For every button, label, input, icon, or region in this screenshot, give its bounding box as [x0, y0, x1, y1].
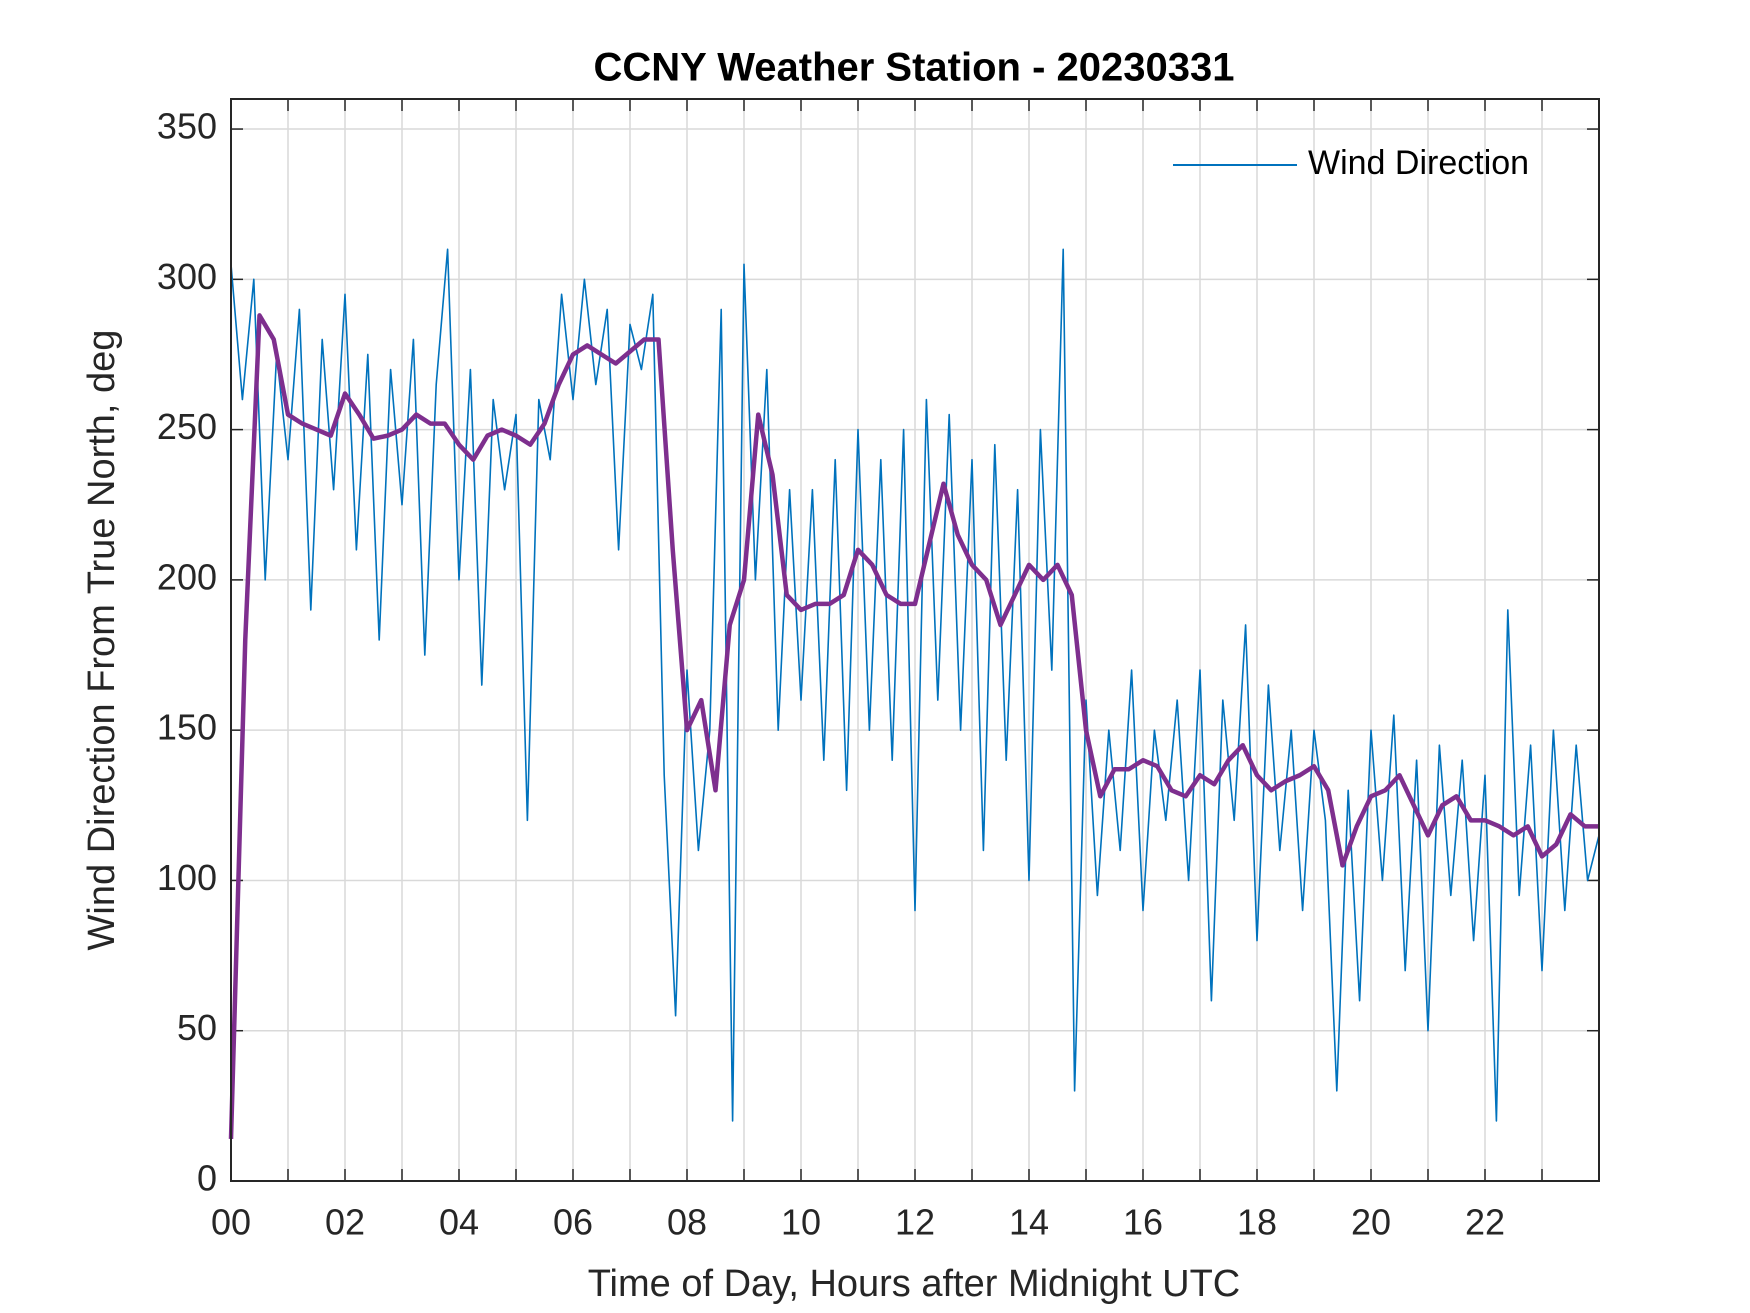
x-axis-label: Time of Day, Hours after Midnight UTC: [588, 1263, 1241, 1305]
chart-title: CCNY Weather Station - 20230331: [594, 46, 1235, 90]
y-tick-label: 100: [157, 857, 217, 898]
x-tick-label: 18: [1237, 1202, 1277, 1243]
x-tick-label: 02: [325, 1202, 365, 1243]
x-tick-label: 12: [895, 1202, 935, 1243]
x-tick-label: 00: [211, 1202, 251, 1243]
y-tick-label: 150: [157, 707, 217, 748]
legend-label: Wind Direction: [1308, 144, 1529, 182]
x-tick-label: 20: [1351, 1202, 1391, 1243]
y-tick-label: 50: [177, 1007, 217, 1048]
y-tick-label: 0: [197, 1158, 217, 1199]
y-tick-label: 200: [157, 556, 217, 597]
x-tick-label: 06: [553, 1202, 593, 1243]
x-tick-label: 08: [667, 1202, 707, 1243]
x-tick-label: 14: [1009, 1202, 1049, 1243]
x-tick-label: 16: [1123, 1202, 1163, 1243]
x-tick-label: 04: [439, 1202, 479, 1243]
y-axis-label: Wind Direction From True North, deg: [81, 330, 123, 951]
series-line: [230, 248, 1600, 1122]
plot-frame: [230, 98, 1600, 1182]
x-tick-label: 10: [781, 1202, 821, 1243]
y-tick-label: 350: [157, 106, 217, 147]
x-tick-label: 22: [1465, 1202, 1505, 1243]
y-tick-label: 300: [157, 256, 217, 297]
y-tick-label: 250: [157, 406, 217, 447]
series-line: [228, 313, 1599, 1139]
